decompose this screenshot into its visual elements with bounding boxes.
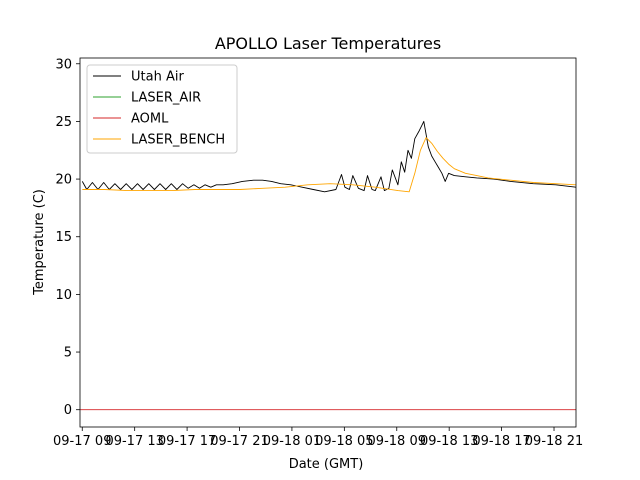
x-tick-label: 09-17 09 bbox=[53, 434, 111, 449]
series-layer bbox=[80, 120, 577, 411]
chart-title: APOLLO Laser Temperatures bbox=[215, 34, 441, 53]
x-tick-label: 09-18 09 bbox=[368, 434, 426, 449]
x-axis-label: Date (GMT) bbox=[289, 457, 364, 472]
legend-label-laser-bench: LASER_BENCH bbox=[131, 133, 225, 148]
x-tick-label: 09-18 21 bbox=[525, 434, 583, 449]
x-tick-label: 09-17 17 bbox=[158, 434, 216, 449]
series-line-utah-air bbox=[81, 120, 577, 193]
y-tick-label: 0 bbox=[64, 403, 72, 418]
y-tick-label: 15 bbox=[55, 230, 72, 245]
y-tick-label: 5 bbox=[64, 346, 72, 361]
y-axis-label: Temperature (C) bbox=[32, 189, 47, 296]
x-tick-label: 09-17 21 bbox=[210, 434, 268, 449]
y-tick-label: 10 bbox=[55, 288, 72, 303]
series-line-laser-bench bbox=[82, 137, 577, 193]
legend-label-aoml: AOML bbox=[131, 112, 169, 127]
plot-frame bbox=[79, 57, 577, 428]
legend-box bbox=[86, 64, 238, 154]
legend: Utah Air LASER_AIR AOML LASER_BENCH bbox=[86, 64, 238, 154]
x-tick-label: 09-17 13 bbox=[105, 434, 163, 449]
x-tick-label: 09-18 05 bbox=[315, 434, 373, 449]
y-tick-label: 30 bbox=[55, 57, 72, 72]
x-tick-label: 09-18 13 bbox=[420, 434, 478, 449]
x-tick-label: 09-18 01 bbox=[263, 434, 321, 449]
y-tick-label: 20 bbox=[55, 173, 72, 188]
y-axis: 0 5 10 15 20 25 30 bbox=[55, 57, 80, 418]
legend-label-utah-air: Utah Air bbox=[131, 70, 184, 85]
y-tick-label: 25 bbox=[55, 115, 72, 130]
x-tick-label: 09-18 17 bbox=[472, 434, 530, 449]
legend-label-laser-air: LASER_AIR bbox=[131, 91, 201, 106]
